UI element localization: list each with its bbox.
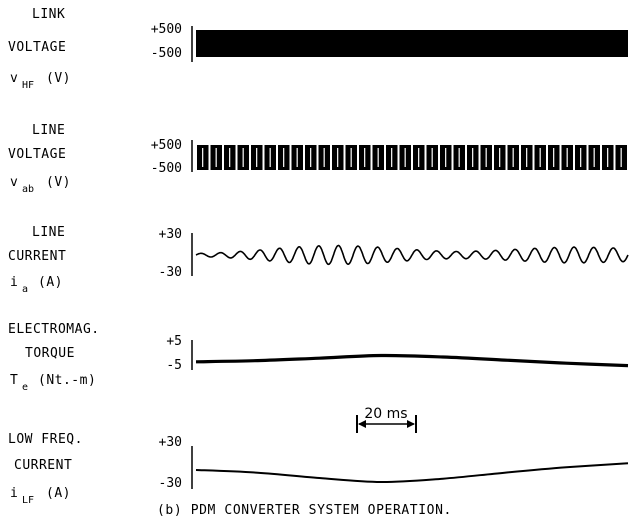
channel-1-label-line-1: LINK xyxy=(32,7,65,22)
line-voltage-gap xyxy=(485,148,487,167)
line-voltage-gap xyxy=(391,148,393,167)
time-scale-arrowhead-right xyxy=(407,420,415,428)
line-voltage-gap xyxy=(323,148,325,167)
line-voltage-gap xyxy=(337,148,339,167)
line-voltage-gap xyxy=(431,148,433,167)
line-voltage-gap xyxy=(539,148,541,167)
line-voltage-gap xyxy=(458,148,460,167)
channel-2-label-line-1: LINE xyxy=(32,123,65,138)
channel-4-tick-max: +5 xyxy=(166,334,182,349)
channel-1-tick-max: +500 xyxy=(151,22,182,37)
channel-5-unit: (A) xyxy=(46,486,71,501)
line-voltage-gap xyxy=(526,148,528,167)
channel-4-symbol: T xyxy=(10,373,18,388)
line-voltage-gap xyxy=(350,148,352,167)
channel-5-subscript: LF xyxy=(22,495,34,506)
line-voltage-gap xyxy=(310,148,312,167)
channel-2-label-line-2: VOLTAGE xyxy=(8,147,66,162)
channel-3-unit: (A) xyxy=(38,275,63,290)
torque-trace xyxy=(195,353,629,368)
time-scale-marker: 20 ms xyxy=(356,406,417,433)
channel-2-symbol: v xyxy=(10,175,18,190)
channel-5-tick-min: -30 xyxy=(159,476,182,491)
line-voltage-gap xyxy=(256,148,258,167)
channel-4-label-line-2: TORQUE xyxy=(25,346,75,361)
line-current-trace xyxy=(195,244,629,266)
channel-5-label-line-2: CURRENT xyxy=(14,458,72,473)
plot-traces xyxy=(191,26,629,489)
channel-4-subscript: e xyxy=(22,382,28,393)
channel-1-tick-min: -500 xyxy=(151,46,182,61)
axis-ticks: +500 -500 +500 -500 +30 -30 +5 -5 +30 -30 xyxy=(151,22,182,491)
channel-2-tick-max: +500 xyxy=(151,138,182,153)
channel-5-label-line-1: LOW FREQ. xyxy=(8,432,83,447)
line-voltage-gap xyxy=(269,148,271,167)
channel-1-label-line-2: VOLTAGE xyxy=(8,40,66,55)
time-scale-label: 20 ms xyxy=(364,406,407,422)
line-voltage-gap xyxy=(283,148,285,167)
line-voltage-gap xyxy=(215,148,217,167)
line-voltage-gap xyxy=(607,148,609,167)
line-voltage-gap xyxy=(364,148,366,167)
link-voltage-envelope xyxy=(196,30,628,57)
channel-3-subscript: a xyxy=(22,284,28,295)
channel-1-unit: (V) xyxy=(46,71,71,86)
channel-3-tick-min: -30 xyxy=(159,265,182,280)
line-voltage-gap xyxy=(242,148,244,167)
line-voltage-gap xyxy=(566,148,568,167)
channel-3-symbol: i xyxy=(10,275,18,290)
low-freq-current-trace xyxy=(195,462,629,484)
channel-3-label-line-2: CURRENT xyxy=(8,249,66,264)
channel-3-tick-max: +30 xyxy=(159,227,182,242)
line-voltage-gap xyxy=(512,148,514,167)
line-voltage-gap xyxy=(593,148,595,167)
line-voltage-gap xyxy=(472,148,474,167)
line-voltage-gap xyxy=(620,148,622,167)
time-scale-arrowhead-left xyxy=(358,420,366,428)
channel-2-tick-min: -500 xyxy=(151,161,182,176)
line-voltage-gap xyxy=(445,148,447,167)
line-voltage-gap xyxy=(580,148,582,167)
line-voltage-gap xyxy=(229,148,231,167)
channel-3-label-line-1: LINE xyxy=(32,225,65,240)
channel-1-subscript: HF xyxy=(22,80,34,91)
line-voltage-gap xyxy=(553,148,555,167)
line-voltage-gap xyxy=(404,148,406,167)
figure-caption: (b) PDM CONVERTER SYSTEM OPERATION. xyxy=(157,503,452,518)
line-voltage-gap xyxy=(418,148,420,167)
line-voltage-gap xyxy=(377,148,379,167)
channel-1-symbol: v xyxy=(10,71,18,86)
channel-5-tick-max: +30 xyxy=(159,435,182,450)
line-voltage-gap xyxy=(499,148,501,167)
channel-2-unit: (V) xyxy=(46,175,71,190)
channel-5-symbol: i xyxy=(10,486,18,501)
channel-2-subscript: ab xyxy=(22,184,34,195)
channel-4-unit: (Nt.-m) xyxy=(38,373,96,388)
channel-4-tick-min: -5 xyxy=(166,358,182,373)
channel-4-label-line-1: ELECTROMAG. xyxy=(8,322,100,337)
line-voltage-gap xyxy=(202,148,204,167)
line-voltage-gap xyxy=(296,148,298,167)
